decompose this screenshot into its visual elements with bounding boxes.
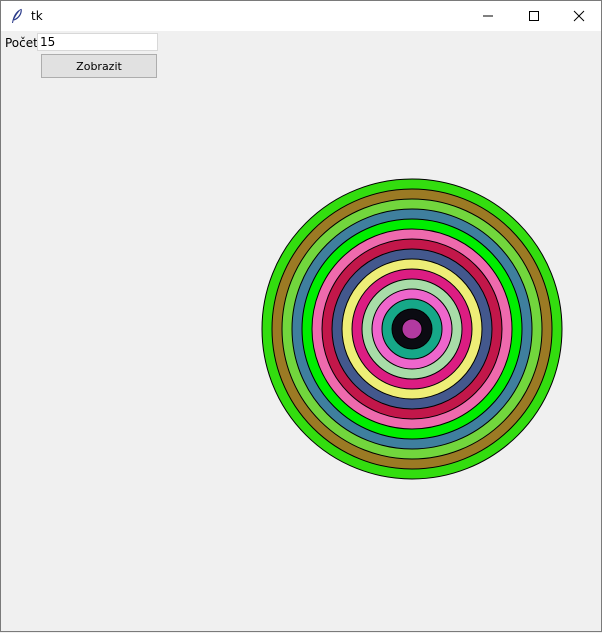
ring-11: [361, 278, 463, 380]
ring-1: [261, 178, 563, 480]
ring-2: [271, 188, 553, 470]
feather-icon: [10, 8, 24, 24]
ring-6: [311, 228, 513, 430]
ring-7: [321, 238, 503, 420]
close-button[interactable]: [556, 1, 602, 31]
ring-12: [371, 288, 453, 370]
ring-13: [381, 298, 443, 360]
minimize-button[interactable]: [465, 1, 511, 31]
count-label: Počet: [5, 36, 38, 50]
ring-15: [401, 318, 423, 340]
ring-3: [281, 198, 543, 460]
maximize-icon: [529, 11, 539, 21]
close-icon: [573, 10, 585, 22]
ring-14: [391, 308, 433, 350]
ring-4: [291, 208, 533, 450]
ring-5: [301, 218, 523, 440]
show-button[interactable]: Zobrazit: [41, 54, 157, 78]
title-bar[interactable]: tk: [1, 1, 601, 31]
maximize-button[interactable]: [511, 1, 557, 31]
minimize-icon: [483, 15, 493, 17]
window-title: tk: [31, 9, 43, 23]
count-input[interactable]: [37, 33, 158, 51]
ring-10: [351, 268, 473, 390]
ring-8: [331, 248, 493, 410]
ring-9: [341, 258, 483, 400]
